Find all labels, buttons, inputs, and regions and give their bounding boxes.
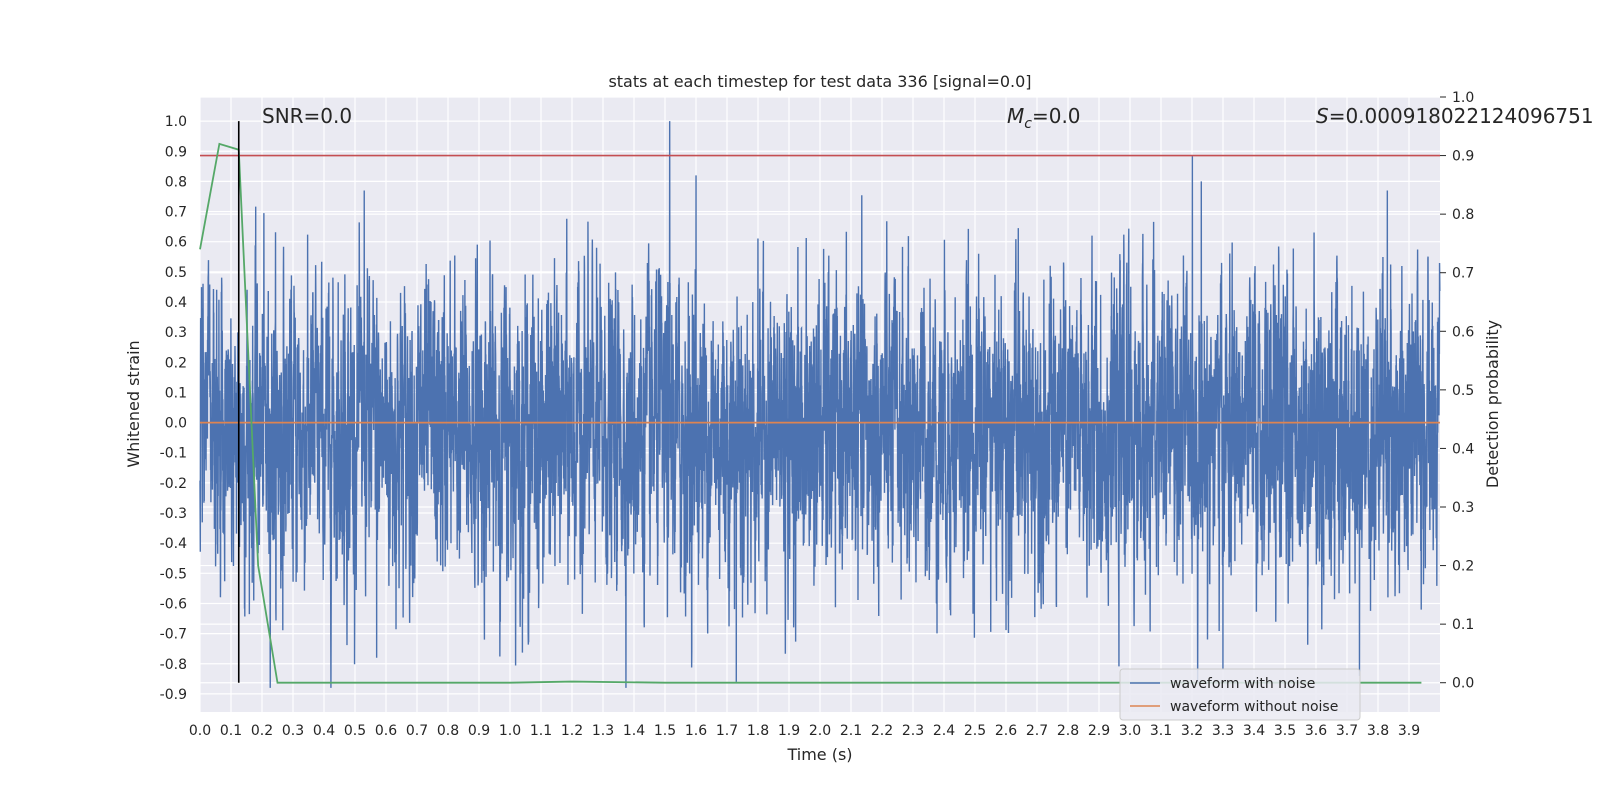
x-tick-label: 1.3: [592, 723, 614, 739]
y-axis-label: Whitened strain: [124, 340, 143, 467]
y-tick-label: 0.4: [165, 295, 187, 311]
y-tick-label: 0.7: [165, 205, 187, 221]
x-tick-label: 2.9: [1088, 723, 1110, 739]
y-tick-label: -0.9: [160, 687, 187, 703]
x-tick-label: 1.7: [716, 723, 738, 739]
x-tick-label: 2.0: [809, 723, 831, 739]
legend-label-noise: waveform with noise: [1170, 676, 1315, 692]
x-tick-label: 2.2: [871, 723, 893, 739]
legend-label-clean: waveform without noise: [1170, 699, 1338, 715]
x-tick-label: 1.4: [623, 723, 645, 739]
y2-tick-label: 0.1: [1452, 617, 1474, 633]
legend: waveform with noise waveform without noi…: [1119, 668, 1361, 721]
snr-annotation: SNR=0.0: [262, 104, 352, 128]
x-tick-label: 1.9: [778, 723, 800, 739]
x-tick-label: 3.0: [1119, 723, 1141, 739]
chirp-mass-subscript: c: [1024, 116, 1032, 132]
x-tick-label: 0.8: [437, 723, 459, 739]
s-value: =0.000918022124096751: [1329, 104, 1594, 128]
y2-tick-label: 0.0: [1452, 676, 1474, 692]
y2-tick-label: 0.9: [1452, 149, 1474, 165]
x-tick-label: 0.9: [468, 723, 490, 739]
y2-tick-label: 0.6: [1452, 324, 1474, 340]
y2-tick-label: 0.2: [1452, 559, 1474, 575]
x-tick-label: 2.8: [1057, 723, 1079, 739]
x-tick-label: 2.6: [995, 723, 1017, 739]
chart-marks: [199, 121, 1441, 688]
x-tick-label: 0.3: [282, 723, 304, 739]
x-tick-label: 0.5: [344, 723, 366, 739]
x-tick-label: 3.3: [1212, 723, 1234, 739]
x-tick-label: 0.7: [406, 723, 428, 739]
x-tick-label: 3.9: [1398, 723, 1420, 739]
y-tick-label: 0.3: [165, 325, 187, 341]
x-tick-label: 3.1: [1150, 723, 1172, 739]
x-tick-label: 0.1: [220, 723, 242, 739]
detection-probability-line: [199, 142, 1422, 684]
x-tick-label: 2.7: [1026, 723, 1048, 739]
s-symbol: S: [1316, 104, 1329, 128]
noisy-waveform-line: [199, 121, 1441, 688]
y2-tick-label: 1.0: [1452, 90, 1474, 106]
chirp-mass-annotation: Mc=0.0: [1007, 104, 1081, 132]
y-tick-label: -0.1: [160, 446, 187, 462]
legend-box: [1119, 668, 1361, 721]
x-tick-label: 0.4: [313, 723, 335, 739]
x-tick-label: 2.5: [964, 723, 986, 739]
y-tick-label: -0.7: [160, 627, 187, 643]
y2-tick-label: 0.8: [1452, 207, 1474, 223]
x-tick-label: 3.8: [1367, 723, 1389, 739]
x-axis: 0.0 0.1 0.2 0.3 0.4 0.5 0.6 0.7 0.8 0.9 1.0 1.1 1.2 1…: [189, 723, 1420, 739]
y-tick-label: 1.0: [165, 114, 187, 130]
y2-tick-label: 0.4: [1452, 441, 1474, 457]
y2-tick-label: 0.7: [1452, 266, 1474, 282]
y2-tick-label: 0.5: [1452, 383, 1474, 399]
x-axis-label: Time (s): [786, 745, 852, 764]
chirp-mass-value: =0.0: [1032, 104, 1081, 128]
y-tick-label: -0.8: [160, 657, 187, 673]
x-tick-label: 3.2: [1181, 723, 1203, 739]
x-tick-label: 0.6: [375, 723, 397, 739]
x-tick-label: 2.3: [902, 723, 924, 739]
x-tick-label: 3.6: [1305, 723, 1327, 739]
y-tick-label: 0.5: [165, 265, 187, 281]
s-annotation: S=0.000918022124096751: [1316, 104, 1594, 128]
x-tick-label: 3.5: [1274, 723, 1296, 739]
x-tick-label: 3.7: [1336, 723, 1358, 739]
y-tick-label: -0.3: [160, 506, 187, 522]
x-tick-label: 1.2: [561, 723, 583, 739]
x-tick-label: 1.0: [499, 723, 521, 739]
y-tick-label: 0.8: [165, 174, 187, 190]
y-tick-label: -0.2: [160, 476, 187, 492]
x-tick-label: 1.8: [747, 723, 769, 739]
y2-axis: 1.0 0.9 0.8 0.7 0.6 0.5 0.4 0.3 0.2 0.1 0.0: [1440, 90, 1474, 692]
y-tick-label: 0.6: [165, 235, 187, 251]
chart-title: stats at each timestep for test data 336…: [608, 72, 1031, 91]
y-tick-label: 0.9: [165, 144, 187, 160]
x-tick-label: 1.1: [530, 723, 552, 739]
y-tick-label: 0.2: [165, 355, 187, 371]
y-tick-label: -0.6: [160, 596, 187, 612]
y-axis: 1.0 0.9 0.8 0.7 0.6 0.5 0.4 0.3 0.2 0.1 0.0 -0.1 -0.…: [160, 114, 187, 703]
y-tick-label: -0.4: [160, 536, 187, 552]
chirp-mass-symbol: M: [1007, 104, 1024, 128]
y2-axis-label: Detection probability: [1483, 320, 1502, 488]
x-tick-label: 1.5: [654, 723, 676, 739]
x-tick-label: 3.4: [1243, 723, 1265, 739]
x-tick-label: 0.0: [189, 723, 211, 739]
x-tick-label: 2.4: [933, 723, 955, 739]
y-tick-label: 0.1: [165, 385, 187, 401]
x-tick-label: 2.1: [840, 723, 862, 739]
y-tick-label: 0.0: [165, 416, 187, 432]
y-tick-label: -0.5: [160, 566, 187, 582]
x-tick-label: 0.2: [251, 723, 273, 739]
y2-tick-label: 0.3: [1452, 500, 1474, 516]
x-tick-label: 1.6: [685, 723, 707, 739]
